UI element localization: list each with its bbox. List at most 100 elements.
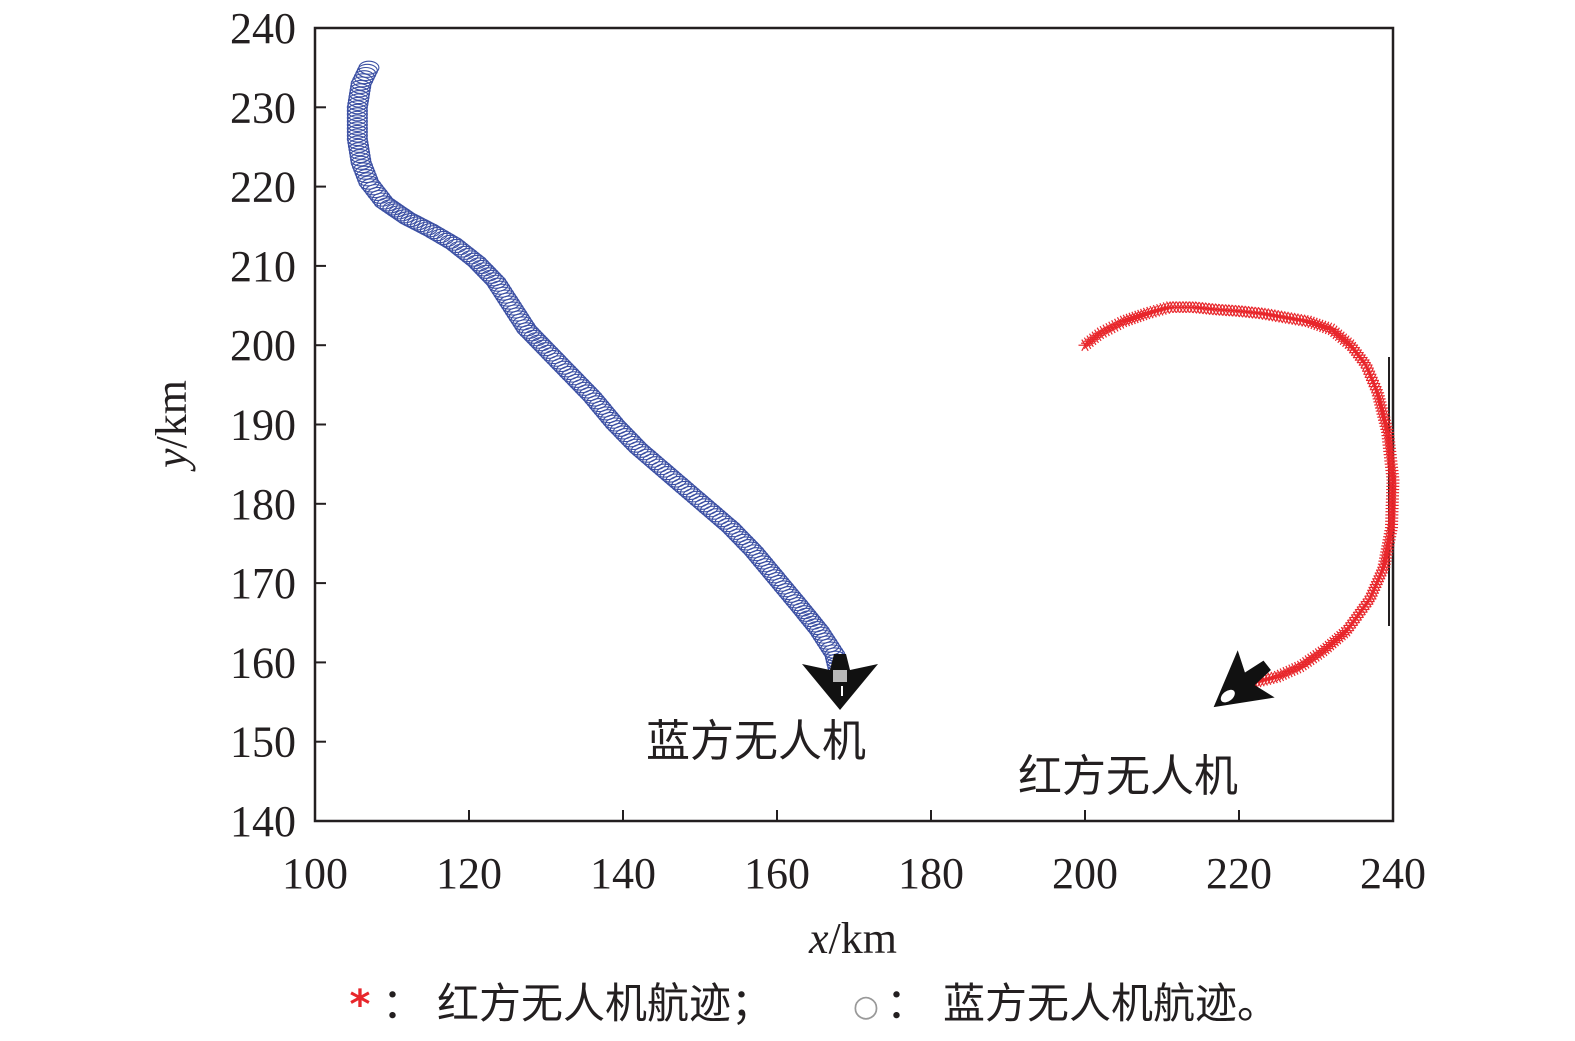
legend-symbol-blue: ○ [853,989,879,1024]
red-trajectory [1077,300,1401,689]
y-tick-label: 190 [230,401,296,450]
blue-trajectory-point [347,96,369,111]
y-tick-label: 160 [230,638,296,687]
blue-trajectory-point [346,110,368,125]
uav-label-red: 红方无人机 [1018,751,1238,802]
y-tick-label: 170 [230,559,296,608]
blue-trajectory-point [346,121,368,136]
red-uav-icon [1213,650,1275,708]
blue-trajectory-point [810,626,832,641]
blue-trajectory-point [473,262,495,277]
blue-trajectory-point [487,277,509,292]
legend: * ： 红方无人机航迹； ○ ： 蓝方无人机航迹。 [350,979,1279,1028]
blue-trajectory-point [650,461,673,476]
legend-separator-blue: ： [886,979,928,1028]
blue-trajectory-point [350,76,372,91]
blue-trajectory-point [816,635,838,650]
blue-trajectory-point [530,337,552,352]
blue-trajectory-point [346,117,368,132]
blue-trajectory-point [391,207,413,222]
blue-trajectory-point [674,480,696,495]
blue-trajectory-point [812,629,834,644]
blue-trajectory-point [528,334,550,349]
blue-trajectory-point [512,316,534,331]
y-tick-label: 200 [230,321,296,370]
x-tick-label: 240 [1360,849,1426,898]
blue-trajectory-point [485,274,507,289]
blue-trajectory-point [679,485,701,500]
blue-trajectory-point [708,510,730,525]
blue-trajectory-point [633,446,655,461]
y-tick-label: 210 [230,242,296,291]
blue-trajectory-point [702,505,725,520]
blue-trajectory-point [346,131,368,147]
y-tick-label: 140 [230,797,296,846]
blue-trajectory-point [346,114,368,129]
legend-separator-red: ： [382,979,424,1028]
blue-trajectory-point [625,438,647,453]
blue-trajectory-point [717,518,739,533]
blue-trajectory-point [691,495,713,510]
y-tick-label: 180 [230,480,296,529]
blue-trajectory-point [516,322,538,337]
blue-trajectory-point [662,470,684,486]
blue-trajectory-point [348,145,371,160]
blue-trajectory-point [498,295,520,310]
blue-trajectory-point [656,466,678,481]
y-axis-var: y [147,448,196,472]
blue-trajectory-point [521,327,543,342]
blue-trajectory-point [468,257,490,272]
legend-label-blue: 蓝方无人机航迹。 [943,979,1279,1028]
blue-trajectory-point [711,513,733,528]
blue-trajectory-point [350,152,372,167]
blue-trajectory-point [642,453,664,468]
blue-trajectory-point [460,250,482,265]
blue-trajectory-point [346,128,368,143]
uav-label-blue: 蓝方无人机 [646,716,866,767]
y-tick-label: 240 [230,4,296,53]
blue-trajectory-point [478,267,500,282]
blue-trajectory-point [639,451,661,466]
blue-trajectory-point [818,638,840,653]
blue-trajectory-point [636,448,658,463]
blue-trajectory-point [665,473,687,488]
blue-trajectory-point [682,488,704,503]
blue-trajectory-point [350,79,372,94]
blue-trajectory-point [502,301,524,316]
y-tick-label: 150 [230,718,296,767]
blue-trajectory-point [348,86,371,101]
y-tick-label: 220 [230,163,296,212]
blue-trajectory-point [349,148,371,164]
blue-trajectory-point [346,100,368,115]
x-tick-label: 120 [436,849,502,898]
x-axis-unit: /km [829,914,897,963]
blue-trajectory-point [489,280,511,295]
blue-trajectory-point [627,441,649,456]
blue-trajectory-point [500,298,522,313]
blue-trajectory-point [510,313,532,328]
blue-trajectory-point [504,304,526,319]
blue-trajectory-point [518,324,540,339]
blue-trajectory-point [463,252,485,267]
blue-trajectory-point [347,93,370,108]
blue-trajectory-point [347,138,370,153]
blue-trajectory-point [496,292,519,307]
blue-trajectory-point [685,490,707,505]
blue-trajectory-point [506,307,528,322]
blue-trajectory-point [676,483,699,498]
x-axis-label: x/km [808,914,897,963]
x-tick-label: 140 [590,849,656,898]
y-axis-label: y/km [147,380,196,472]
blue-trajectory-point [653,463,675,478]
blue-trajectory-point [648,458,670,473]
blue-trajectory-point [808,623,830,638]
blue-trajectory-point [346,124,368,140]
blue-trajectory-point [508,310,530,325]
blue-trajectory-point [491,283,513,298]
blue-trajectory-point [688,493,710,508]
blue-trajectory-point [630,443,652,458]
blue-trajectory-point [659,468,681,483]
blue-trajectory-point [347,135,369,150]
y-axis-unit: /km [147,380,196,448]
blue-trajectory-point [700,503,722,518]
